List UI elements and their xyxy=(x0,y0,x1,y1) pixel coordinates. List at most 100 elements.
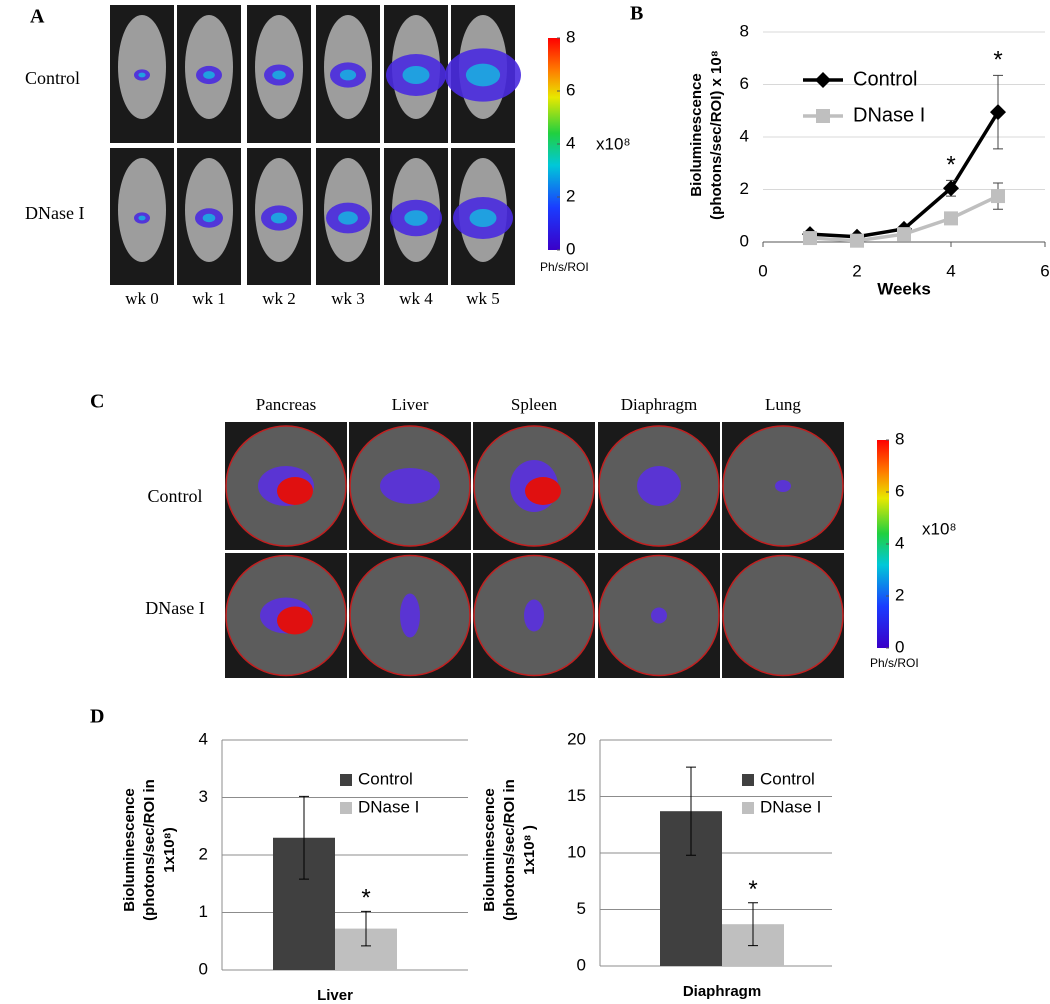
marker xyxy=(943,180,959,197)
column-label: Liver xyxy=(392,395,429,414)
significance: * xyxy=(748,876,757,903)
signal-core xyxy=(465,63,501,87)
y-axis-label: (photons/sec/ROI) x 10⁸ xyxy=(708,50,725,220)
x-tick-label: 2 xyxy=(852,261,861,280)
marker xyxy=(850,233,864,248)
signal-core xyxy=(339,69,357,81)
colorbar-tick-label: 8 xyxy=(895,429,904,448)
marker xyxy=(803,231,817,246)
error-bar xyxy=(748,902,758,947)
x-tick-label: 6 xyxy=(1040,261,1049,280)
legend-swatch xyxy=(340,802,352,814)
marker xyxy=(991,189,1005,204)
mouse-body xyxy=(118,158,166,262)
colorbar-unit: Ph/s/ROI xyxy=(540,260,589,274)
signal-core xyxy=(277,477,313,505)
signal-core xyxy=(270,212,288,224)
column-label: wk 1 xyxy=(192,289,226,308)
signal-core xyxy=(202,213,216,223)
colorbar-unit: Ph/s/ROI xyxy=(870,656,919,670)
significance: * xyxy=(361,885,370,912)
significance: * xyxy=(946,152,955,179)
signal xyxy=(380,468,440,504)
y-tick-label: 20 xyxy=(567,729,586,748)
significance: * xyxy=(993,47,1002,74)
marker xyxy=(815,72,831,88)
y-axis-label: Bioluminescence xyxy=(481,788,498,911)
signal xyxy=(524,599,544,632)
colorbar-tick-label: 4 xyxy=(566,133,575,152)
panel-label: A xyxy=(30,6,45,28)
colorbar-tick-label: 2 xyxy=(566,186,575,205)
column-label: wk 3 xyxy=(331,289,365,308)
colorbar-tick-label: 2 xyxy=(895,585,904,604)
y-tick-label: 2 xyxy=(740,179,749,198)
legend-label: DNase I xyxy=(358,797,419,816)
column-label: Pancreas xyxy=(256,395,316,414)
panel-label: C xyxy=(90,391,104,413)
y-axis-label: Bioluminescence xyxy=(121,788,138,911)
row-label: Control xyxy=(25,68,80,88)
colorbar-tick-label: 6 xyxy=(895,481,904,500)
panel-label: B xyxy=(630,3,643,25)
marker xyxy=(944,211,958,226)
colorbar-tick-label: 0 xyxy=(895,637,904,656)
column-label: wk 2 xyxy=(262,289,296,308)
column-label: wk 0 xyxy=(125,289,159,308)
legend-label: Control xyxy=(760,769,815,788)
y-tick-label: 4 xyxy=(199,729,208,748)
signal-core xyxy=(402,66,430,84)
marker xyxy=(897,227,911,242)
y-tick-label: 2 xyxy=(199,844,208,863)
line xyxy=(809,111,1000,239)
colorbar-scale: x10⁸ xyxy=(922,519,957,538)
legend-label: Control xyxy=(358,769,413,788)
y-axis-label: Bioluminescence xyxy=(688,73,705,196)
colorbar-tick-label: 8 xyxy=(566,27,575,46)
x-tick-label: 4 xyxy=(946,261,955,280)
signal-core xyxy=(469,209,497,227)
y-tick-label: 3 xyxy=(199,787,208,806)
signal-core xyxy=(404,210,428,226)
y-tick-label: 4 xyxy=(740,126,749,145)
y-tick-label: 10 xyxy=(567,842,586,861)
column-label: Diaphragm xyxy=(621,395,697,414)
y-tick-label: 6 xyxy=(740,74,749,93)
colorbar-tick-label: 6 xyxy=(566,80,575,99)
y-axis-label: 1x10⁸ ) xyxy=(521,825,538,875)
column-label: Lung xyxy=(765,395,801,414)
x-tick-label: Liver xyxy=(317,987,353,1004)
y-axis-label: (photons/sec/ROI in xyxy=(501,779,518,921)
signal-core xyxy=(525,477,561,505)
y-tick-label: 8 xyxy=(740,21,749,40)
y-tick-label: 1 xyxy=(199,902,208,921)
legend-swatch xyxy=(742,802,754,814)
column-label: wk 5 xyxy=(466,289,500,308)
signal-core xyxy=(138,215,146,221)
legend-swatch xyxy=(742,774,754,786)
legend-label: DNase I xyxy=(760,797,821,816)
y-axis-label: (photons/sec/ROI in xyxy=(141,779,158,921)
legend-label: DNase I xyxy=(853,104,925,126)
marker xyxy=(990,104,1006,121)
y-tick-label: 0 xyxy=(740,231,749,250)
error-bar xyxy=(686,766,696,856)
mouse-body xyxy=(118,15,166,119)
signal xyxy=(637,466,681,506)
x-tick-label: 0 xyxy=(758,261,767,280)
signal xyxy=(400,593,420,638)
signal-core xyxy=(138,72,146,78)
marker xyxy=(816,109,830,123)
signal xyxy=(775,480,791,492)
row-label: Control xyxy=(147,486,202,506)
signal-core xyxy=(277,606,313,635)
x-axis-label: Weeks xyxy=(877,279,931,298)
panel-label: D xyxy=(90,706,104,728)
colorbar-tick-label: 0 xyxy=(566,239,575,258)
colorbar-tick-label: 4 xyxy=(895,533,904,552)
y-tick-label: 0 xyxy=(577,955,586,974)
column-label: wk 4 xyxy=(399,289,433,308)
y-tick-label: 0 xyxy=(199,959,208,978)
dish xyxy=(722,554,844,677)
